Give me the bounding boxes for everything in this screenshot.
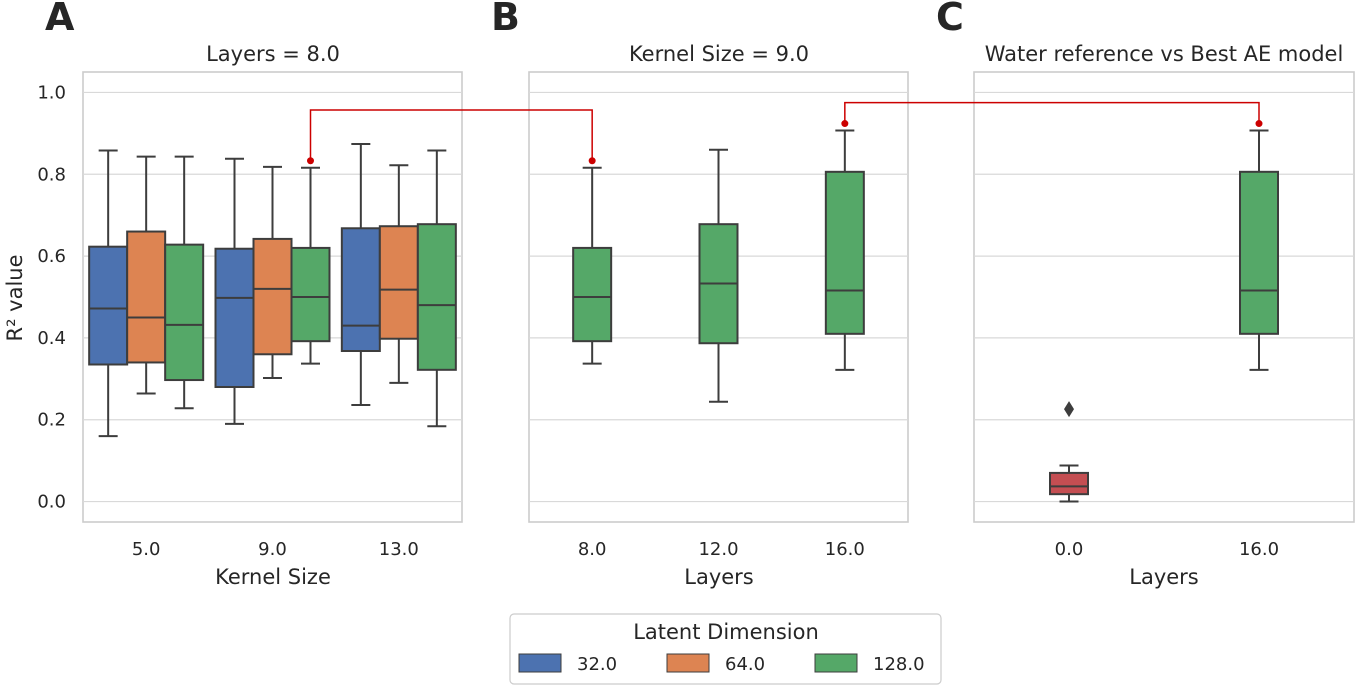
x-axis-label-b: Layers	[684, 565, 754, 589]
connector-dot-start	[841, 120, 849, 128]
legend-swatch-128	[814, 653, 858, 673]
plot-frame-b	[528, 71, 909, 523]
connector-dot-end	[588, 157, 596, 165]
y-tick-label-0-2: 0.2	[37, 410, 66, 431]
connector-2	[841, 101, 1263, 128]
legend-title: Latent Dimension	[633, 620, 819, 644]
y-tick-label-0-6: 0.6	[37, 246, 66, 267]
connector-dot-start	[307, 157, 314, 165]
box-b-16-0	[824, 129, 865, 371]
y-tick-label-1-0: 1.0	[37, 82, 66, 103]
legend-swatch-64	[666, 653, 710, 673]
connector-line	[309, 109, 593, 161]
panel-letter-a: A	[45, 0, 75, 39]
box-iqr	[340, 227, 381, 352]
box-a-kernel-5-0-latent-32-0	[88, 149, 129, 438]
box-a-kernel-9-0-latent-128-0	[290, 166, 331, 365]
outlier-marker	[1064, 401, 1074, 418]
x-tick-label-a-5-0: 5.0	[132, 539, 161, 560]
x-tick-label-b-12-0: 12.0	[698, 539, 738, 560]
connector-dot-end	[1255, 120, 1263, 128]
box-a-kernel-13-0-latent-64-0	[378, 164, 419, 384]
legend-label-128: 128.0	[873, 654, 925, 675]
legend-swatch-32	[518, 653, 562, 673]
box-a-kernel-5-0-latent-128-0	[164, 155, 205, 410]
box-iqr	[214, 247, 255, 388]
box-a-kernel-9-0-latent-32-0	[214, 157, 255, 425]
boxplots	[88, 129, 1279, 503]
y-tick-label-0-8: 0.8	[37, 164, 66, 185]
x-tick-label-a-9-0: 9.0	[258, 539, 287, 560]
legend-label-32: 32.0	[577, 654, 617, 675]
box-iqr	[126, 230, 167, 364]
box-a-kernel-13-0-latent-32-0	[340, 143, 381, 406]
box-iqr	[824, 170, 865, 335]
x-tick-label-b-16-0: 16.0	[825, 539, 865, 560]
panel-frames	[82, 71, 1355, 523]
panel-title-b: Kernel Size = 9.0	[629, 42, 809, 66]
y-tick-label-0-0: 0.0	[37, 492, 66, 513]
panel-title-a: Layers = 8.0	[206, 42, 340, 66]
connector-line	[844, 101, 1260, 124]
y-axis-label: R² value	[3, 254, 27, 341]
connector-1	[307, 109, 596, 165]
x-tick-label-c-0-0: 0.0	[1055, 539, 1084, 560]
plot-frame-a	[82, 71, 463, 523]
x-tick-label-c-16-0: 16.0	[1239, 539, 1279, 560]
box-a-kernel-9-0-latent-64-0	[252, 165, 293, 379]
box-iqr	[252, 237, 293, 356]
box-iqr	[1049, 471, 1089, 496]
panel-title-c: Water reference vs Best AE model	[985, 42, 1344, 66]
x-tick-labels: 5.0 9.0 13.0 8.0 12.0 16.0 0.0 16.0	[132, 539, 1279, 560]
box-a-kernel-5-0-latent-64-0	[126, 155, 167, 395]
plot-frame-c	[973, 71, 1355, 523]
x-axis-label-a: Kernel Size	[215, 565, 331, 589]
panel-letter-c: C	[936, 0, 964, 39]
legend: Latent Dimension 32.0 64.0 128.0	[509, 613, 942, 685]
box-b-8-0	[572, 166, 613, 365]
box-iqr	[1239, 170, 1279, 335]
box-c-0-0	[1049, 401, 1089, 503]
box-b-12-0	[698, 148, 739, 403]
legend-label-64: 64.0	[725, 654, 765, 675]
box-iqr	[416, 223, 457, 371]
panel-letter-b: B	[491, 0, 520, 39]
box-iqr	[572, 246, 613, 343]
y-tick-labels: 0.0 0.2 0.4 0.6 0.8 1.0	[37, 82, 66, 512]
box-c-16-0	[1239, 129, 1279, 371]
connectors	[307, 101, 1263, 165]
x-tick-label-a-13-0: 13.0	[379, 539, 419, 560]
box-iqr	[88, 245, 129, 366]
y-tick-label-0-4: 0.4	[37, 328, 66, 349]
box-iqr	[290, 246, 331, 343]
x-tick-label-b-8-0: 8.0	[578, 539, 607, 560]
box-iqr	[164, 243, 205, 382]
box-a-kernel-13-0-latent-128-0	[416, 149, 457, 428]
box-iqr	[378, 225, 419, 340]
x-axis-label-c: Layers	[1129, 565, 1199, 589]
